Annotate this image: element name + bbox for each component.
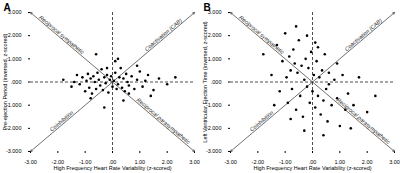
svg-text:2.000: 2.000 bbox=[208, 32, 222, 38]
svg-text:1.00: 1.00 bbox=[334, 159, 346, 166]
svg-text:-1.000: -1.000 bbox=[205, 101, 222, 108]
svg-text:Coactivation (CAB): Coactivation (CAB) bbox=[343, 17, 383, 52]
svg-text:3.00: 3.00 bbox=[389, 159, 400, 165]
svg-text:-3.000: -3.000 bbox=[206, 148, 222, 154]
svg-text:3.00: 3.00 bbox=[189, 159, 200, 165]
svg-text:-3.00: -3.00 bbox=[24, 159, 37, 165]
svg-text:-1.00: -1.00 bbox=[78, 159, 92, 166]
svg-text:1.000: 1.000 bbox=[208, 56, 222, 62]
svg-text:Coinhibition: Coinhibition bbox=[249, 109, 275, 132]
svg-text:Left Ventricular Ejection Time: Left Ventricular Ejection Time (inversed… bbox=[202, 21, 208, 143]
svg-text:Reciprocal sympathetic: Reciprocal sympathetic bbox=[238, 14, 285, 55]
svg-text:Reciprocal sympathetic: Reciprocal sympathetic bbox=[38, 14, 85, 55]
svg-text:-1.000: -1.000 bbox=[5, 101, 22, 108]
svg-text:B: B bbox=[204, 2, 211, 13]
svg-text:-2.000: -2.000 bbox=[205, 125, 222, 132]
svg-text:3.000: 3.000 bbox=[207, 9, 222, 16]
svg-text:Reciprocal parasympathetic: Reciprocal parasympathetic bbox=[136, 97, 192, 146]
svg-text:Coactivation (CAB): Coactivation (CAB) bbox=[143, 17, 183, 52]
svg-text:-3.00: -3.00 bbox=[224, 159, 237, 165]
svg-text:A: A bbox=[4, 2, 11, 13]
svg-text:Pre-ejection Period (inversed,: Pre-ejection Period (inversed, z-scored) bbox=[2, 33, 8, 130]
svg-text:.000: .000 bbox=[11, 79, 22, 85]
svg-text:2.00: 2.00 bbox=[361, 159, 373, 166]
svg-text:.00: .00 bbox=[308, 159, 317, 166]
svg-text:.000: .000 bbox=[211, 79, 222, 85]
svg-text:-3.000: -3.000 bbox=[6, 148, 22, 154]
svg-text:High Frequency Heart Rate Vari: High Frequency Heart Rate Variability (z… bbox=[253, 165, 371, 171]
svg-text:2.00: 2.00 bbox=[161, 159, 173, 166]
svg-text:Coinhibition: Coinhibition bbox=[49, 109, 75, 132]
svg-text:-2.000: -2.000 bbox=[5, 125, 22, 132]
svg-text:-2.00: -2.00 bbox=[51, 159, 65, 166]
svg-text:1.000: 1.000 bbox=[8, 56, 22, 62]
svg-text:3.000: 3.000 bbox=[7, 9, 22, 16]
svg-text:-2.00: -2.00 bbox=[251, 159, 265, 166]
svg-text:High Frequency Heart Rate Vari: High Frequency Heart Rate Variability (z… bbox=[53, 165, 171, 171]
svg-text:2.000: 2.000 bbox=[8, 32, 22, 38]
svg-text:1.00: 1.00 bbox=[134, 159, 146, 166]
svg-text:Reciprocal parasympathetic: Reciprocal parasympathetic bbox=[336, 97, 392, 146]
svg-text:-1.00: -1.00 bbox=[278, 159, 292, 166]
svg-text:.00: .00 bbox=[108, 159, 117, 166]
